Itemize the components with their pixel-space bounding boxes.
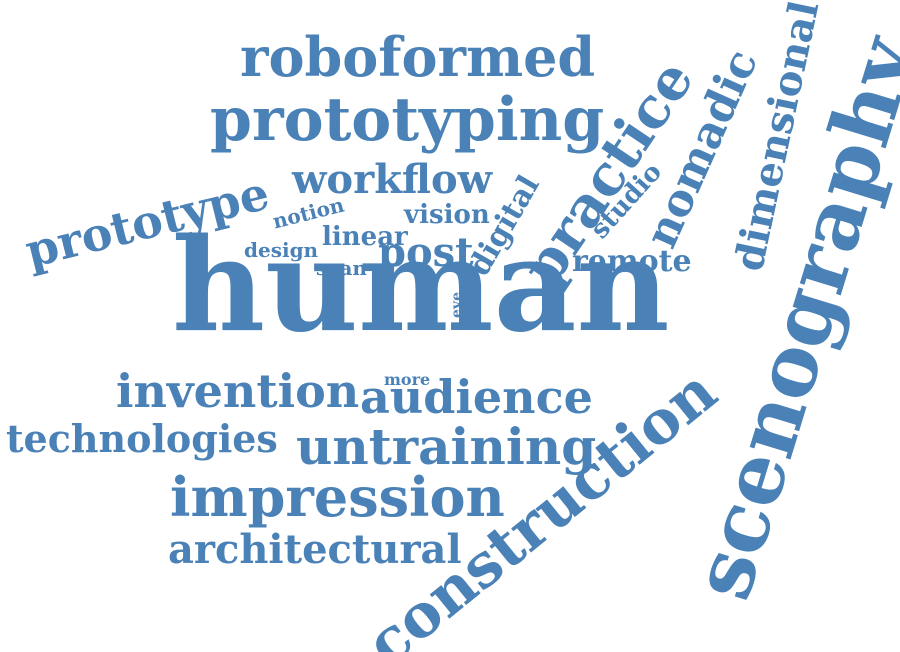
word-remote: remote (572, 244, 692, 279)
word-untraining: untraining (296, 417, 597, 476)
word-post: post (378, 229, 474, 276)
word-audience: audience (360, 370, 593, 424)
word-architectural: architectural (168, 526, 462, 573)
word-human: human (172, 211, 670, 361)
word-eye: eye (448, 292, 465, 318)
word-workflow: workflow (292, 156, 493, 203)
word-invention: invention (116, 364, 360, 418)
word-more: more (384, 370, 431, 389)
word-linear: linear (322, 222, 408, 252)
word-prototyping: prototyping (210, 85, 605, 155)
word-vision: vision (404, 200, 490, 230)
word-roboformed: roboformed (240, 25, 596, 89)
word-technologies: technologies (6, 416, 278, 461)
word-design: design (244, 238, 319, 262)
word-impression: impression (170, 465, 505, 529)
word-scan: scan (316, 256, 367, 280)
